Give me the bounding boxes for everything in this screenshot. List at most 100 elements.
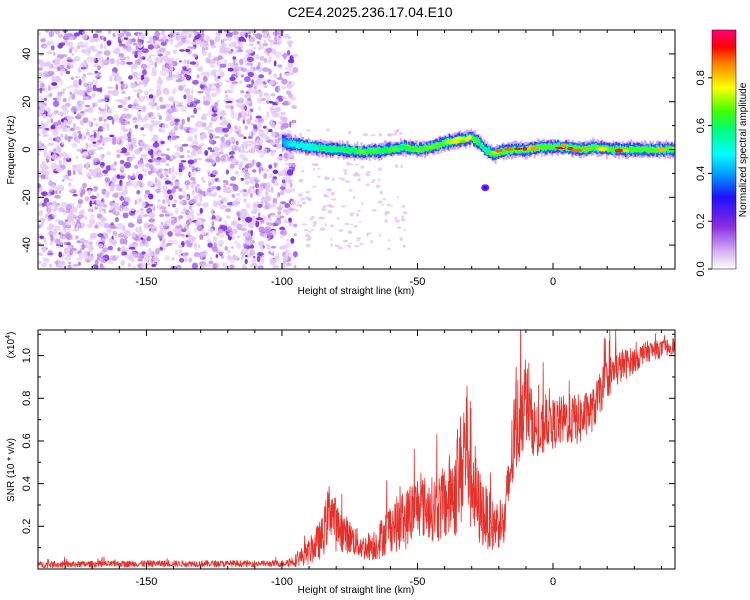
noise-speck: [111, 208, 116, 215]
noise-speck: [42, 45, 48, 48]
noise-speck: [78, 78, 82, 86]
noise-speck: [142, 48, 149, 54]
noise-speck: [71, 93, 75, 101]
noise-speck: [84, 196, 90, 202]
noise-speck: [258, 47, 261, 51]
noise-speck: [220, 136, 225, 143]
noise-speck: [87, 109, 94, 114]
noise-speck: [61, 141, 65, 145]
signal-track-segment: [669, 145, 672, 151]
noise-speck: [312, 221, 318, 225]
noise-speck: [84, 217, 88, 220]
noise-speck: [155, 57, 158, 62]
noise-speck: [283, 208, 289, 214]
noise-speck: [85, 161, 90, 165]
noise-speck: [127, 132, 132, 138]
noise-speck: [130, 82, 137, 89]
noise-speck: [280, 190, 285, 196]
signal-track-segment: [283, 142, 286, 146]
noise-speck: [208, 52, 212, 59]
noise-speck: [231, 145, 236, 148]
noise-speck: [219, 143, 224, 147]
noise-speck: [132, 117, 137, 120]
signal-track-segment: [344, 148, 347, 152]
noise-speck: [152, 151, 157, 158]
noise-speck: [165, 244, 169, 248]
noise-speck: [264, 202, 271, 210]
noise-speck: [58, 207, 65, 213]
noise-speck: [248, 149, 253, 154]
noise-speck: [137, 255, 145, 260]
noise-speck: [350, 212, 356, 215]
noise-speck: [50, 125, 56, 130]
noise-speck: [248, 36, 256, 43]
colorbar-ticks: 0.00.20.40.60.8: [695, 70, 712, 277]
noise-speck: [118, 135, 124, 139]
noise-speck: [281, 117, 288, 122]
noise-speck: [99, 220, 106, 228]
noise-speck: [109, 134, 115, 138]
noise-speck: [148, 111, 154, 118]
noise-speck: [296, 204, 303, 207]
noise-speck: [64, 134, 68, 141]
noise-speck: [187, 60, 190, 65]
noise-speck: [174, 181, 181, 186]
noise-speck: [40, 38, 46, 43]
noise-speck: [365, 233, 369, 237]
noise-speck: [41, 72, 46, 79]
noise-speck: [120, 150, 127, 154]
noise-speck: [203, 44, 210, 48]
noise-speck: [48, 62, 53, 69]
snr-line: [38, 330, 675, 569]
noise-speck: [169, 121, 175, 124]
noise-speck: [316, 167, 321, 170]
noise-speck: [104, 190, 111, 196]
noise-speck: [41, 262, 47, 268]
noise-speck: [144, 90, 149, 96]
noise-speck: [136, 92, 140, 99]
noise-speck: [77, 204, 82, 209]
noise-speck: [396, 226, 402, 229]
noise-speck: [174, 151, 180, 159]
colorbar-label: Normalized spectral amplitude: [738, 82, 749, 217]
noise-speck: [201, 50, 208, 56]
noise-speck: [112, 192, 119, 199]
noise-speck: [74, 83, 79, 89]
noise-speck: [234, 240, 238, 244]
noise-speck: [270, 93, 276, 97]
noise-speck: [184, 88, 191, 93]
noise-speck: [66, 176, 71, 180]
noise-speck: [95, 52, 102, 58]
noise-speck: [216, 99, 221, 103]
noise-speck: [366, 232, 373, 235]
noise-speck: [281, 78, 288, 85]
colorbar-tick-label: 0.2: [695, 214, 707, 229]
noise-speck: [273, 35, 278, 41]
noise-speck: [171, 219, 175, 226]
noise-speck: [183, 126, 190, 132]
noise-speck: [272, 48, 276, 55]
noise-speck: [342, 240, 348, 243]
noise-speck: [132, 182, 138, 189]
noise-speck: [250, 131, 254, 139]
noise-speck: [221, 116, 227, 123]
noise-speck: [162, 55, 168, 60]
noise-speck: [93, 63, 99, 68]
signal-track-segment: [525, 148, 528, 153]
noise-speck: [268, 257, 274, 263]
noise-speck: [219, 204, 227, 210]
signal-track-segment: [475, 139, 478, 145]
colorbar-tick-label: 0.4: [695, 166, 707, 181]
noise-speck: [300, 197, 305, 201]
signal-track-segment: [321, 144, 324, 149]
signal-track-segment: [487, 150, 490, 155]
noise-speck: [202, 96, 206, 102]
noise-speck: [112, 230, 118, 235]
noise-speck: [207, 124, 213, 129]
noise-speck: [56, 95, 62, 102]
noise-speck: [128, 181, 134, 187]
noise-speck: [269, 139, 277, 146]
noise-speck: [240, 74, 245, 78]
noise-speck: [80, 66, 86, 70]
signal-track-segment: [414, 145, 417, 150]
